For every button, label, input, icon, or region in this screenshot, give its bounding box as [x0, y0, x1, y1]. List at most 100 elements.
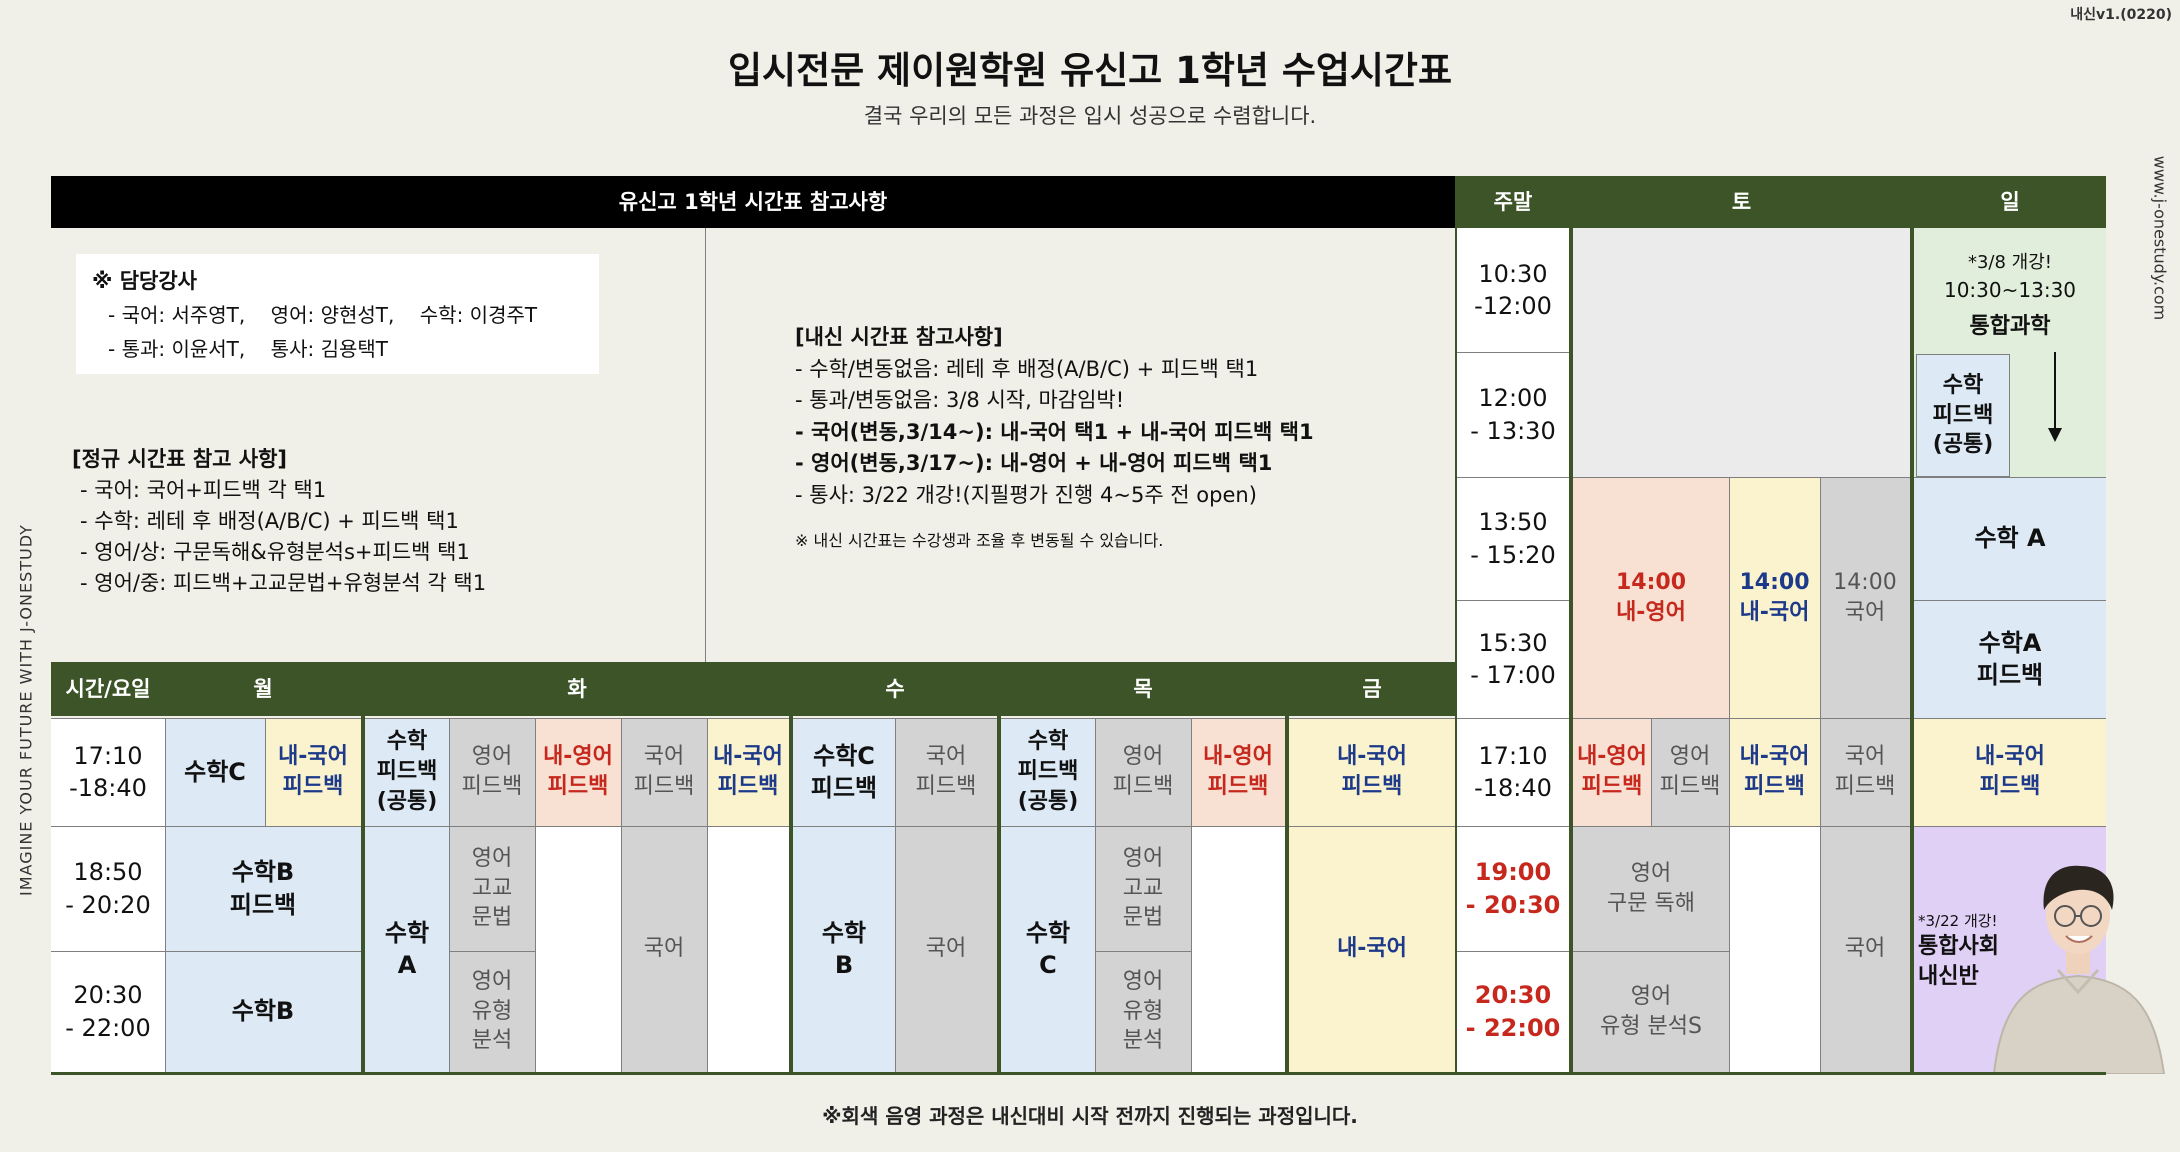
class-naeyeong-feedback: 내-영어 피드백 — [1191, 718, 1285, 826]
class-math-b: 수학 B — [793, 826, 895, 1072]
social-note: *3/22 개강! — [1918, 912, 1998, 930]
grid-line — [51, 826, 1455, 827]
teachers-line-2: - 통과: 이윤서T, 통사: 김용택T — [108, 337, 388, 361]
naesin-note-item: - 영어(변동,3/17~): 내-영어 + 내-영어 피드백 택1 — [795, 451, 1273, 475]
grid-line — [1095, 718, 1096, 1072]
grid-line — [1457, 477, 2106, 478]
class-math-c: 수학 C — [1001, 826, 1095, 1072]
grid-line — [1457, 826, 2106, 827]
naesin-note-item: - 수학/변동없음: 레테 후 배정(A/B/C) + 피드백 택1 — [795, 356, 1259, 381]
grid-line — [449, 718, 450, 1072]
arrow-head-icon — [2048, 428, 2062, 442]
reference-header: 유신고 1학년 시간표 참고사항 — [51, 176, 1455, 228]
time-slot: 20:30 - 22:00 — [51, 951, 165, 1072]
time-slot: 12:00 - 13:30 — [1457, 352, 1569, 477]
grid-line — [1457, 352, 1569, 353]
empty-cell — [1191, 826, 1285, 1072]
column-separator — [361, 662, 365, 1072]
grid-line — [51, 718, 1455, 719]
class-naeyeong-feedback: 내-영어 피드백 — [1573, 718, 1651, 826]
grid-line — [51, 951, 365, 952]
class-naeguk: 내-국어 — [1289, 826, 1455, 1072]
footer-note: ※회색 음영 과정은 내신대비 시작 전까지 진행되는 과정입니다. — [822, 1104, 1358, 1128]
class-naeguk-feedback: 내-국어 피드백 — [1914, 718, 2106, 826]
empty-cell — [1729, 826, 1820, 1072]
arrow-down-icon — [2054, 352, 2056, 430]
class-korean: 국어 — [621, 826, 707, 1072]
class-math-feedback-common: 수학 피드백 (공통) — [1001, 718, 1095, 826]
weekend-header: 주말 — [1457, 176, 1569, 228]
teachers-title: ※ 담당강사 — [92, 269, 198, 293]
science-time: 10:30~13:30 — [1943, 278, 2077, 302]
table-bottom-border — [51, 1072, 2106, 1075]
class-korean: 국어 — [895, 826, 997, 1072]
wednesday-header: 수 — [793, 662, 997, 716]
class-math-c: 수학C — [165, 718, 265, 826]
grid-line — [265, 718, 266, 826]
class-english-analysis: 영어 유형 분석 — [1095, 951, 1191, 1072]
reference-divider — [705, 228, 706, 662]
teachers-line-1: - 국어: 서주영T, 영어: 양현성T, 수학: 이경주T — [108, 303, 538, 327]
page-subtitle: 결국 우리의 모든 과정은 입시 성공으로 수렴합니다. — [863, 104, 1317, 128]
time-slot: 10:30 -12:00 — [1457, 228, 1569, 352]
time-slot: 19:00 - 20:30 — [1457, 826, 1569, 951]
grid-line — [1914, 600, 2106, 601]
class-korean-feedback: 국어 피드백 — [895, 718, 997, 826]
regular-note-item: - 영어/상: 구문독해&유형분석s+피드백 택1 — [80, 540, 470, 564]
regular-note-item: - 국어: 국어+피드백 각 택1 — [80, 478, 327, 502]
class-english-reading: 영어 구문 독해 — [1573, 826, 1729, 951]
column-separator — [1910, 176, 1914, 1072]
class-math-b-feedback: 수학B 피드백 — [165, 826, 361, 951]
side-website: www.j-onestudy.com — [2150, 155, 2170, 321]
grid-line — [1729, 477, 1730, 1072]
class-math-feedback-common: 수학 피드백 (공통) — [365, 718, 449, 826]
class-korean-feedback: 국어 피드백 — [621, 718, 707, 826]
class-naeguk-feedback: 내-국어 피드백 — [707, 718, 789, 826]
naesin-note-item: - 통사: 3/22 개강!(지필평가 진행 4~5주 전 open) — [795, 482, 1257, 507]
social-name: 통합사회 내신반 — [1918, 934, 1999, 989]
grid-line — [1457, 718, 2106, 719]
regular-notes: [정규 시간표 참고 사항] - 국어: 국어+피드백 각 택1 - 수학: 레… — [72, 444, 692, 599]
class-english-analysis: 영어 유형 분석 — [449, 951, 535, 1072]
time-slot: 17:10 -18:40 — [51, 718, 165, 826]
column-separator — [789, 662, 793, 1072]
grid-line — [1651, 718, 1652, 826]
grid-line — [449, 951, 535, 952]
empty-cell — [535, 826, 621, 1072]
monday-header: 월 — [165, 662, 361, 716]
column-separator — [1569, 176, 1573, 1072]
regular-notes-title: [정규 시간표 참고 사항] — [72, 447, 288, 471]
grid-line — [535, 718, 536, 1072]
grid-line — [1457, 600, 1569, 601]
class-naeyeong-1400: 14:00 내-영어 — [1573, 477, 1729, 718]
class-math-feedback-common: 수학 피드백 (공통) — [1916, 354, 2010, 477]
grid-line — [621, 718, 622, 1072]
class-korean-feedback: 국어 피드백 — [1820, 718, 1910, 826]
empty-cell — [1573, 228, 1910, 477]
class-math-a: 수학 A — [1914, 477, 2106, 600]
class-math-a-feedback: 수학A 피드백 — [1914, 600, 2106, 718]
naesin-note-item: - 통과/변동없음: 3/8 시작, 마감임박! — [795, 388, 1125, 412]
science-name: 통합과학 — [1969, 314, 2051, 339]
column-separator — [997, 662, 1001, 1072]
naesin-notes: [내신 시간표 참고사항] - 수학/변동없음: 레테 후 배정(A/B/C) … — [795, 322, 1445, 557]
class-math-c-feedback: 수학C 피드백 — [793, 718, 895, 826]
time-slot: 18:50 - 20:20 — [51, 826, 165, 951]
saturday-header: 토 — [1573, 176, 1910, 228]
regular-note-item: - 수학: 레테 후 배정(A/B/C) + 피드백 택1 — [80, 509, 459, 533]
time-slot: 13:50 - 15:20 — [1457, 477, 1569, 600]
column-separator — [1285, 662, 1289, 1072]
class-english-feedback: 영어 피드백 — [1651, 718, 1729, 826]
grid-line — [1457, 951, 1729, 952]
class-english-grammar: 영어 고교 문법 — [449, 826, 535, 951]
class-korean-1400: 14:00 국어 — [1820, 477, 1910, 718]
class-english-feedback: 영어 피드백 — [449, 718, 535, 826]
tuesday-header: 화 — [365, 662, 789, 716]
grid-line — [1191, 718, 1192, 1072]
class-english-feedback: 영어 피드백 — [1095, 718, 1191, 826]
time-slot: 15:30 - 17:00 — [1457, 600, 1569, 718]
class-english-grammar: 영어 고교 문법 — [1095, 826, 1191, 951]
class-naeguk-1400: 14:00 내-국어 — [1729, 477, 1820, 718]
page-title: 입시전문 제이원학원 유신고 1학년 수업시간표 — [727, 49, 1453, 92]
empty-cell — [707, 826, 789, 1072]
